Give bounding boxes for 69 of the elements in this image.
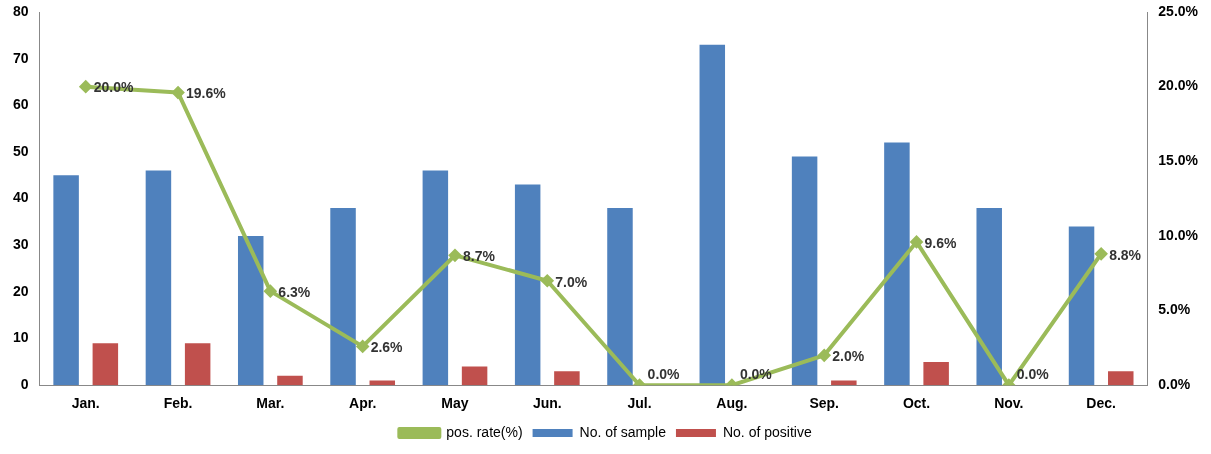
y-tick-label: 60	[12, 96, 29, 113]
x-tick-label: Aug.	[716, 395, 748, 412]
y2-tick-label: 5.0%	[1158, 301, 1191, 318]
y2-tick-label: 25.0%	[1158, 2, 1199, 19]
data-label: 6.3%	[278, 284, 311, 301]
x-tick-label: Jun.	[532, 395, 562, 412]
bar	[92, 343, 119, 386]
x-tick-label: Apr.	[349, 395, 377, 412]
data-label: 8.8%	[1109, 246, 1142, 263]
bar	[791, 156, 818, 386]
point	[356, 340, 369, 353]
bar	[1108, 371, 1134, 386]
data-label: 9.6%	[924, 234, 957, 251]
data-label: 0.0%	[1016, 366, 1050, 383]
bar	[607, 207, 633, 386]
data-label: 19.6%	[186, 85, 227, 102]
data-label: 7.0%	[555, 273, 588, 290]
point	[172, 86, 185, 99]
legend-label: No. of sample	[579, 423, 667, 440]
data-label: 20.0%	[93, 79, 134, 96]
bar	[884, 142, 910, 386]
bar	[461, 366, 488, 386]
point	[264, 285, 277, 298]
bar	[422, 170, 449, 386]
x-tick-label: Feb.	[163, 395, 193, 412]
point	[79, 80, 92, 93]
point	[818, 349, 831, 362]
x-tick-label: Mar.	[256, 395, 285, 412]
bar	[330, 207, 356, 386]
y-tick-label: 20	[12, 282, 29, 299]
y2-tick-label: 10.0%	[1158, 226, 1199, 243]
point	[448, 249, 461, 262]
y-tick-label: 70	[12, 49, 29, 66]
bar	[1068, 226, 1095, 386]
bar	[184, 343, 211, 386]
x-tick-label: Oct.	[902, 395, 931, 412]
legend-label: No. of positive	[722, 423, 812, 440]
y2-tick-label: 15.0%	[1158, 152, 1199, 169]
y-tick-label: 50	[12, 142, 29, 159]
y2-tick-label: 0.0%	[1158, 376, 1191, 393]
x-tick-label: Nov.	[994, 395, 1024, 412]
data-label: 2.6%	[370, 339, 404, 356]
y-tick-label: 40	[12, 189, 29, 206]
bar	[923, 361, 949, 386]
legend-label: pos. rate(%)	[446, 423, 523, 440]
y-tick-label: 80	[12, 2, 29, 19]
y2-tick-label: 20.0%	[1158, 77, 1199, 94]
bar	[145, 170, 172, 386]
x-tick-label: May	[441, 395, 469, 412]
x-tick-label: Sep.	[809, 395, 839, 412]
bar	[976, 207, 1002, 386]
point	[1095, 247, 1108, 260]
data-label: 0.0%	[647, 366, 681, 383]
bar	[699, 44, 726, 386]
y-tick-label: 0	[20, 376, 29, 393]
data-label: 2.0%	[832, 348, 865, 365]
bar	[277, 375, 303, 386]
bar	[237, 235, 264, 386]
x-tick-label: Jul.	[627, 395, 652, 412]
bar	[514, 184, 541, 386]
data-label: 8.7%	[462, 248, 496, 265]
x-tick-label: Jan.	[71, 395, 100, 412]
y-tick-label: 10	[12, 329, 29, 346]
bar	[53, 175, 79, 386]
x-tick-label: Dec.	[1086, 395, 1116, 412]
y-tick-label: 30	[12, 236, 29, 253]
point	[541, 274, 554, 287]
bar	[554, 371, 580, 386]
point	[910, 235, 923, 248]
